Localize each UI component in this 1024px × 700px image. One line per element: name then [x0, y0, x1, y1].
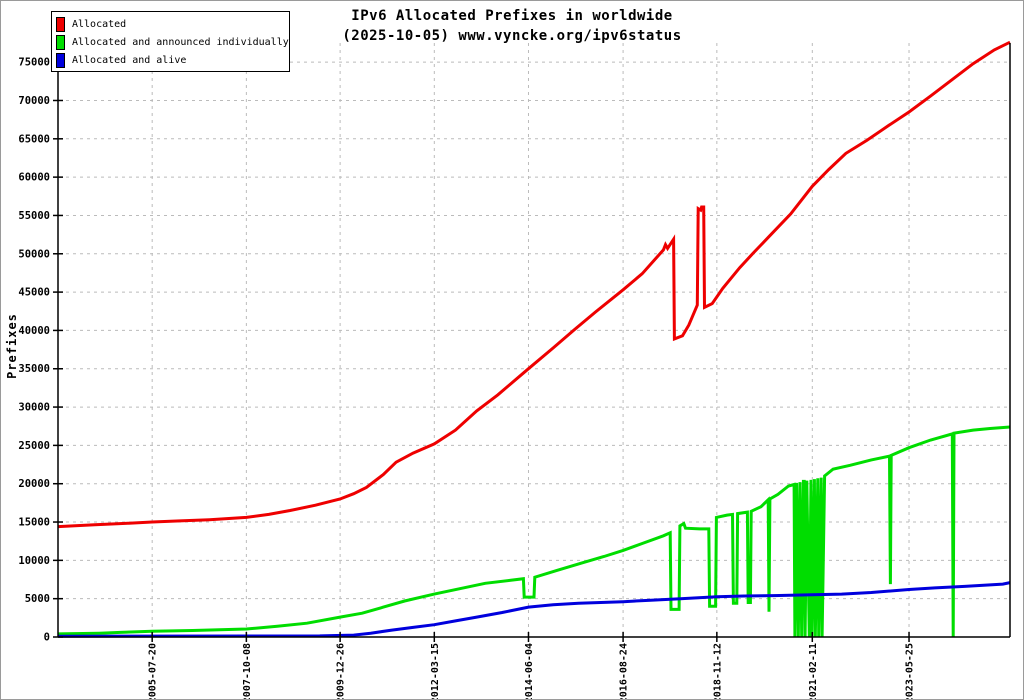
svg-text:2005-07-20: 2005-07-20 — [148, 643, 159, 700]
svg-text:55000: 55000 — [18, 210, 50, 222]
x-tick-labels: 2005-07-20 2007-10-08 2009-12-26 2012-03-15… — [148, 643, 916, 700]
svg-text:60000: 60000 — [18, 172, 50, 184]
series-1 — [57, 425, 1011, 638]
svg-text:2009-12-26: 2009-12-26 — [336, 643, 347, 700]
y-axis-label: Prefixes — [5, 313, 19, 379]
series-0 — [57, 40, 1011, 529]
chart-title-line1: IPv6 Allocated Prefixes in worldwide — [351, 8, 673, 24]
svg-text:45000: 45000 — [18, 287, 50, 299]
legend-label-announced: Allocated and announced individually — [72, 36, 289, 48]
legend: Allocated Allocated and announced indivi… — [51, 11, 290, 72]
gridlines — [59, 43, 1009, 636]
svg-text:30000: 30000 — [18, 402, 50, 414]
svg-text:50000: 50000 — [18, 248, 50, 260]
svg-text:25000: 25000 — [18, 440, 50, 452]
legend-label-alive: Allocated and alive — [72, 54, 187, 66]
legend-swatch-blue-icon — [56, 52, 65, 68]
svg-text:2012-03-15: 2012-03-15 — [430, 643, 441, 700]
series-2 — [57, 581, 1011, 638]
svg-text:2021-02-11: 2021-02-11 — [808, 643, 819, 700]
axes — [53, 43, 1011, 642]
svg-text:2023-05-25: 2023-05-25 — [905, 643, 916, 700]
legend-swatch-red-icon — [56, 16, 65, 32]
svg-text:2014-06-04: 2014-06-04 — [524, 643, 535, 700]
legend-row-announced: Allocated and announced individually — [56, 33, 289, 51]
legend-row-allocated: Allocated — [56, 15, 289, 33]
svg-text:2016-08-24: 2016-08-24 — [619, 643, 630, 700]
legend-swatch-green-icon — [56, 34, 65, 50]
svg-text:10000: 10000 — [18, 555, 50, 567]
svg-text:5000: 5000 — [25, 593, 50, 605]
svg-text:2018-11-12: 2018-11-12 — [712, 643, 723, 700]
svg-text:65000: 65000 — [18, 133, 50, 145]
legend-label-allocated: Allocated — [72, 18, 127, 30]
svg-text:20000: 20000 — [18, 478, 50, 490]
svg-text:75000: 75000 — [18, 57, 50, 69]
chart-title-line2: (2025-10-05) www.vyncke.org/ipv6status — [342, 28, 682, 44]
svg-text:0: 0 — [44, 632, 50, 644]
y-tick-labels: 0 5000 10000 15000 20000 25000 30000 35000 40000… — [18, 57, 50, 644]
svg-text:35000: 35000 — [18, 363, 50, 375]
svg-text:70000: 70000 — [18, 95, 50, 107]
svg-text:15000: 15000 — [18, 517, 50, 529]
svg-text:2007-10-08: 2007-10-08 — [242, 643, 253, 700]
chart-title: IPv6 Allocated Prefixes in worldwide (20… — [0, 6, 1024, 46]
legend-row-alive: Allocated and alive — [56, 51, 289, 69]
svg-text:40000: 40000 — [18, 325, 50, 337]
